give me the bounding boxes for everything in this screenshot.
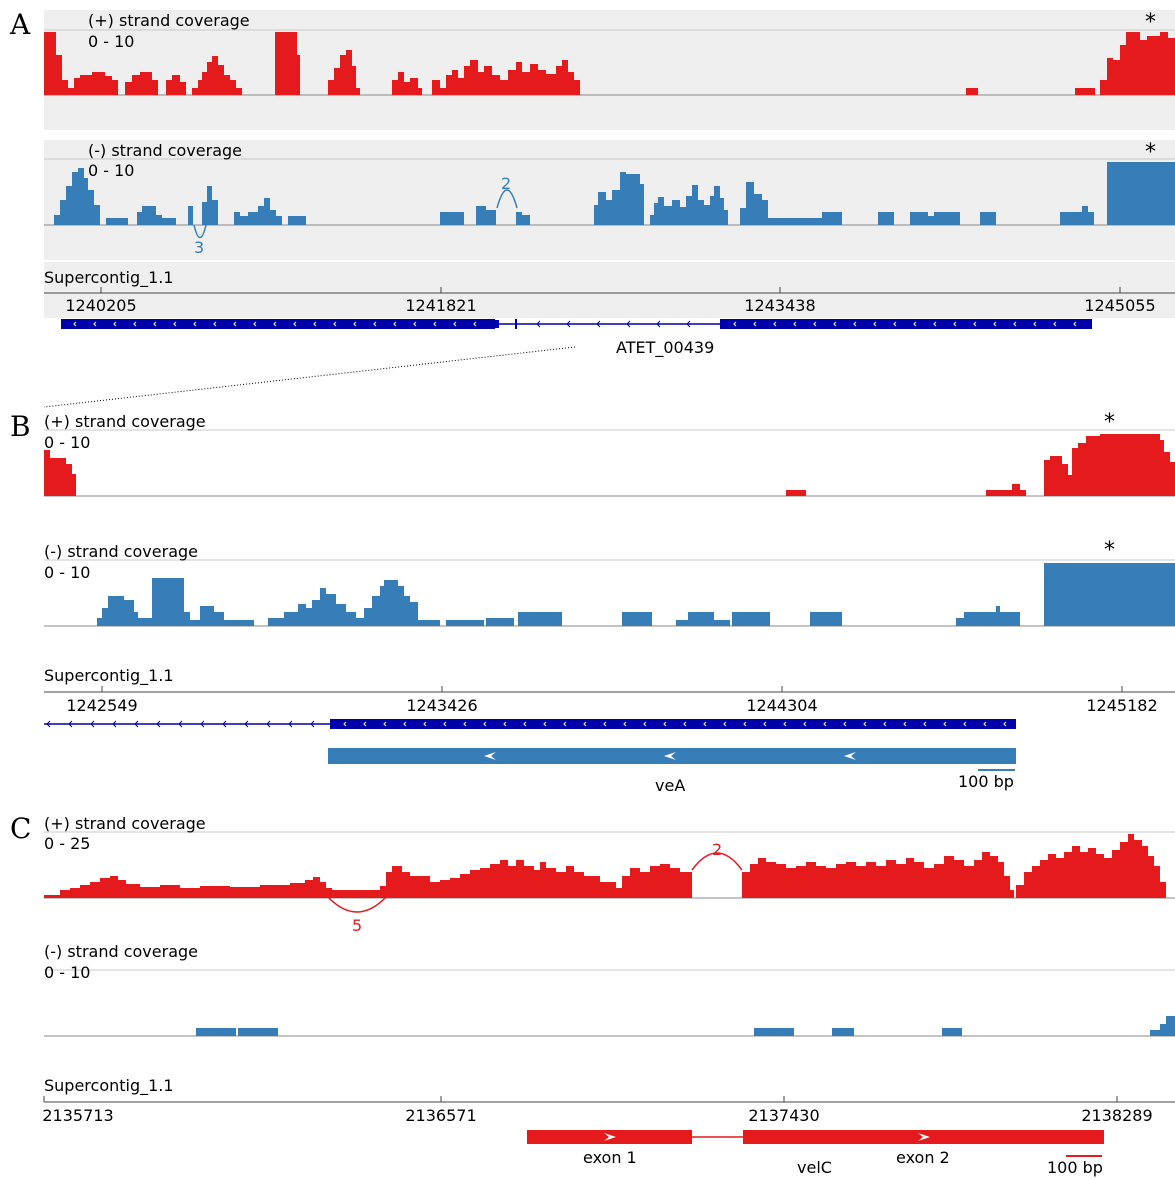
panel-letter-c: C xyxy=(10,812,32,845)
coverage-plus-b xyxy=(44,429,1175,497)
tick-a-2: 1241821 xyxy=(405,296,477,315)
gene-model-b xyxy=(44,719,1016,771)
coverage-minus-b xyxy=(44,559,1175,627)
junction-label-a-1: 2 xyxy=(501,174,512,193)
minus-range-a: 0 - 10 xyxy=(88,161,135,180)
minus-range-b: 0 - 10 xyxy=(44,563,91,582)
tick-c-4: 2138289 xyxy=(1081,1106,1153,1125)
junction-label-a-2: 3 xyxy=(194,238,205,257)
tick-b-3: 1244304 xyxy=(746,696,818,715)
junction-label-c-1: 2 xyxy=(712,840,723,859)
gene-label-a: ATET_00439 xyxy=(616,338,715,357)
minus-label-b: (-) strand coverage xyxy=(44,542,198,561)
contig-label-b: Supercontig_1.1 xyxy=(44,666,174,685)
minus-star-a: * xyxy=(1145,140,1156,165)
tick-a-1: 1240205 xyxy=(65,296,137,315)
plus-label-b: (+) strand coverage xyxy=(44,412,206,431)
minus-star-b: * xyxy=(1104,538,1115,563)
plus-range-a: 0 - 10 xyxy=(88,32,135,51)
panel-letter-a: A xyxy=(10,8,31,41)
minus-label-a: (-) strand coverage xyxy=(88,141,242,160)
minus-range-c: 0 - 10 xyxy=(44,963,91,982)
tick-a-4: 1245055 xyxy=(1084,296,1156,315)
exon2-label-c: exon 2 xyxy=(896,1148,950,1167)
gene-label-c: velC xyxy=(797,1158,832,1177)
tick-c-3: 2137430 xyxy=(748,1106,820,1125)
tick-b-1: 1242549 xyxy=(66,696,138,715)
axis-c xyxy=(43,1096,1175,1103)
plus-label-c: (+) strand coverage xyxy=(44,814,206,833)
coverage-plus-c xyxy=(44,831,1175,913)
exon1-label-c: exon 1 xyxy=(583,1148,637,1167)
plus-range-b: 0 - 10 xyxy=(44,433,91,452)
coverage-minus-c xyxy=(44,969,1175,1037)
junction-label-c-2: 5 xyxy=(352,916,363,935)
plus-star-b: * xyxy=(1104,410,1115,435)
tick-a-3: 1243438 xyxy=(744,296,816,315)
contig-label-a: Supercontig_1.1 xyxy=(44,268,174,287)
scale-label-b: 100 bp xyxy=(958,772,1014,791)
gene-label-b: veA xyxy=(655,776,686,795)
contig-label-c: Supercontig_1.1 xyxy=(44,1076,174,1095)
contig-track-a xyxy=(44,262,1175,318)
coverage-plus-a xyxy=(44,29,1175,96)
axis-b xyxy=(44,686,1175,693)
tick-c-1: 2135713 xyxy=(42,1106,114,1125)
gene-model-a xyxy=(61,319,1092,329)
tick-b-4: 1245182 xyxy=(1086,696,1158,715)
tick-b-2: 1243426 xyxy=(406,696,478,715)
scale-label-c: 100 bp xyxy=(1047,1158,1103,1177)
tick-c-2: 2136571 xyxy=(405,1106,477,1125)
plus-label-a: (+) strand coverage xyxy=(88,11,250,30)
plus-range-c: 0 - 25 xyxy=(44,834,91,853)
coverage-minus-a xyxy=(44,158,1175,239)
zoom-line xyxy=(43,346,576,408)
panel-letter-b: B xyxy=(10,410,31,443)
gene-model-c xyxy=(527,1130,1104,1157)
axis-a xyxy=(44,287,1175,294)
minus-label-c: (-) strand coverage xyxy=(44,942,198,961)
plus-star-a: * xyxy=(1145,10,1156,35)
